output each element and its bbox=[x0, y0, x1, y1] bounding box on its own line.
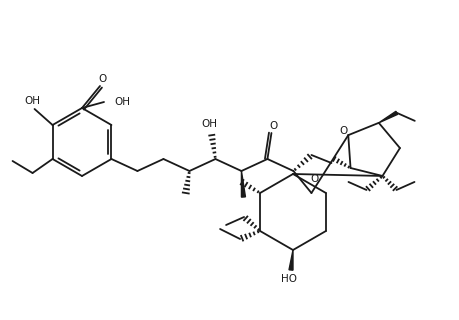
Text: O: O bbox=[269, 121, 277, 131]
Polygon shape bbox=[378, 111, 397, 123]
Polygon shape bbox=[288, 250, 292, 270]
Text: O: O bbox=[99, 74, 107, 84]
Text: HO: HO bbox=[280, 274, 297, 284]
Polygon shape bbox=[241, 171, 245, 197]
Text: O: O bbox=[310, 173, 318, 183]
Text: OH: OH bbox=[114, 97, 130, 107]
Text: O: O bbox=[338, 126, 347, 136]
Text: OH: OH bbox=[24, 96, 40, 106]
Text: OH: OH bbox=[201, 119, 217, 129]
